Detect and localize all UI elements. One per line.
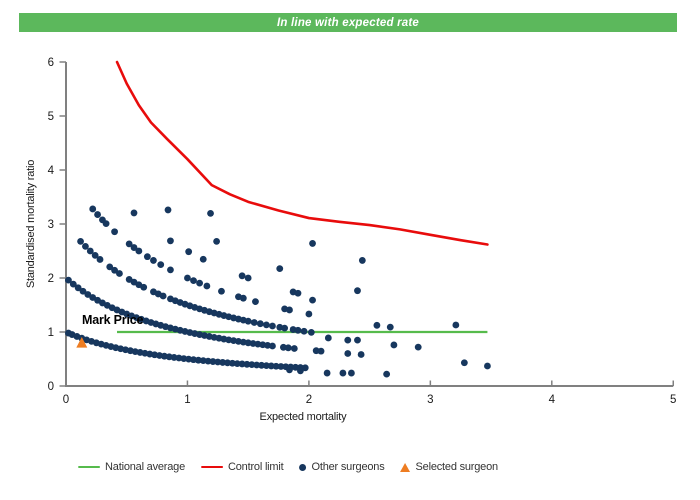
status-banner: In line with expected rate [19, 13, 677, 32]
y-tick-label: 3 [48, 219, 54, 231]
control-limit-line-icon [201, 465, 224, 469]
x-tick-label: 5 [670, 394, 676, 406]
y-tick-label: 4 [48, 165, 55, 177]
x-tick-label: 4 [549, 394, 556, 406]
x-tick-label: 0 [63, 394, 69, 406]
selected-surgeon-label: Mark Price [82, 313, 144, 327]
status-banner-title: In line with expected rate [277, 16, 419, 29]
y-tick-label: 1 [48, 327, 54, 339]
axes: 0 1 2 3 4 5 6 0 1 2 3 4 5 [48, 57, 677, 406]
national-average-line-icon [78, 465, 101, 469]
legend-item-selected-surgeon: Selected surgeon [400, 461, 499, 473]
legend-label: Control limit [228, 461, 284, 473]
x-tick-label: 2 [306, 394, 312, 406]
y-tick-label: 5 [48, 111, 54, 123]
y-tick-label: 6 [48, 57, 54, 69]
y-tick-label: 0 [48, 381, 54, 393]
funnel-plot: 0 1 2 3 4 5 6 0 1 2 3 4 5 [48, 57, 677, 406]
legend-item-national-average: National average [78, 461, 185, 473]
selected-surgeon-triangle-icon [400, 462, 411, 472]
legend-item-control-limit: Control limit [201, 461, 284, 473]
x-tick-label: 1 [184, 394, 190, 406]
legend-label: Selected surgeon [415, 461, 499, 473]
y-tick-label: 2 [48, 273, 54, 285]
legend-label: National average [105, 461, 186, 473]
y-axis-title: Standardised mortality ratio [25, 159, 37, 289]
x-axis-title: Expected mortality [259, 411, 347, 423]
other-surgeons-points [65, 205, 491, 378]
control-limit-curve [115, 60, 489, 246]
x-tick-label: 3 [427, 394, 433, 406]
legend-item-other-surgeons: Other surgeons [299, 461, 385, 473]
legend-label: Other surgeons [311, 461, 385, 473]
other-surgeons-dot-icon [299, 463, 307, 471]
legend: National average Control limit Other sur… [78, 461, 498, 473]
selected-surgeon-marker [76, 337, 88, 348]
